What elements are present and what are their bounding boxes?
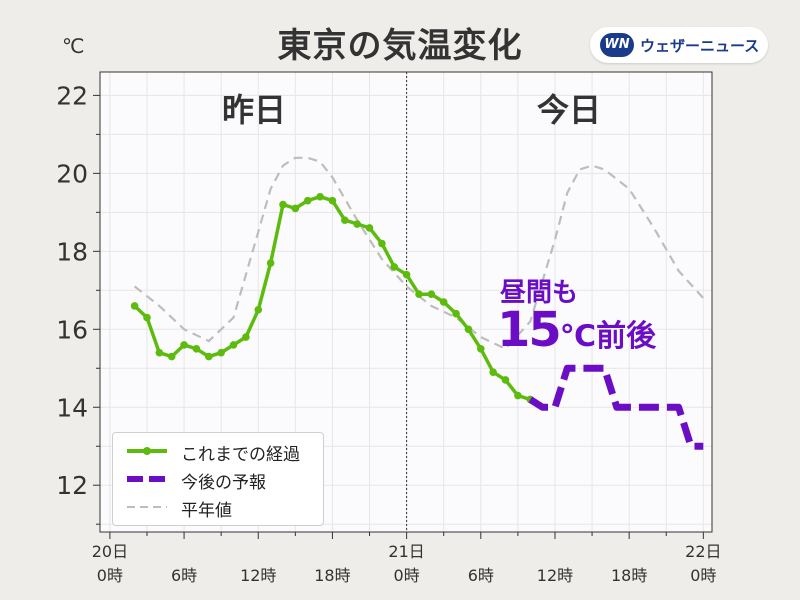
annotation-line2: 15℃前後 — [497, 302, 656, 358]
observed-point — [390, 263, 399, 271]
y-axis-unit: ℃ — [62, 34, 85, 58]
chart-title: 東京の気温変化 — [277, 26, 523, 66]
annotation-line1: 昼間も — [500, 278, 579, 308]
plot-frame — [99, 71, 713, 533]
series-line-dashed-thick — [528, 364, 704, 450]
observed-point — [180, 341, 188, 349]
observed-point — [378, 239, 386, 248]
y-tick-label: 16 — [56, 315, 88, 344]
x-tick-label-date: 22日 — [685, 542, 721, 561]
weathernews-logo: WN ウェザーニュース — [590, 27, 768, 63]
observed-point — [192, 344, 201, 353]
annotation-suffix: ℃前後 — [559, 319, 657, 354]
observed-point — [229, 341, 238, 349]
observed-point — [217, 348, 225, 357]
observed-point — [254, 305, 263, 314]
observed-point — [353, 220, 361, 228]
observed-point — [514, 391, 522, 400]
observed-point — [439, 298, 448, 306]
x-tick-label-hour: 18時 — [314, 566, 350, 585]
y-tick-label: 14 — [56, 393, 88, 422]
observed-point — [205, 352, 213, 361]
observed-point — [341, 216, 349, 224]
observed-point — [242, 333, 250, 341]
observed-point — [464, 325, 473, 334]
observed-point — [501, 376, 510, 384]
x-tick-label-hour: 6時 — [171, 566, 197, 585]
observed-point — [316, 192, 324, 201]
today-label: 今日 — [537, 91, 602, 129]
series-line-dashed-thin — [133, 156, 705, 351]
observed-point — [365, 224, 374, 232]
observed-point — [155, 348, 164, 357]
x-tick-label-date: 20日 — [92, 542, 128, 561]
observed-point — [477, 344, 485, 353]
legend-label-observed: これまでの経過 — [181, 445, 300, 465]
legend-swatch-normal — [127, 506, 167, 508]
observed-point — [303, 196, 312, 205]
annotation-value: 15 — [497, 302, 562, 358]
x-tick-label-hour: 0時 — [97, 566, 123, 585]
x-tick-label-date: 21日 — [388, 542, 424, 561]
x-tick-label-hour: 12時 — [240, 566, 276, 585]
yesterday-label: 昨日 — [222, 91, 287, 129]
x-tick-label-hour: 0時 — [690, 566, 716, 585]
legend-swatch-forecast — [127, 476, 167, 482]
weathernews-mark: WN — [600, 33, 634, 57]
observed-point — [266, 259, 275, 267]
y-tick-label: 20 — [56, 159, 88, 188]
observed-point — [427, 290, 436, 299]
weathernews-text: ウェザーニュース — [640, 37, 760, 55]
y-tick-label: 18 — [56, 237, 88, 266]
legend-swatch-observed — [127, 447, 167, 455]
observed-point — [489, 368, 497, 376]
observed-point — [130, 302, 139, 310]
observed-point — [452, 309, 460, 318]
observed-point — [415, 290, 423, 299]
x-tick-label-hour: 0時 — [394, 566, 420, 585]
legend-label-forecast: 今後の予報 — [181, 473, 266, 493]
observed-point — [143, 313, 151, 322]
legend-label-normal: 平年値 — [181, 501, 232, 521]
observed-point — [402, 270, 411, 279]
observed-point — [279, 200, 287, 209]
x-tick-label-hour: 6時 — [468, 566, 494, 585]
observed-point — [328, 196, 337, 205]
y-tick-label: 12 — [56, 471, 88, 500]
x-tick-label-hour: 18時 — [611, 566, 647, 585]
observed-point — [167, 352, 176, 361]
x-tick-label-hour: 12時 — [537, 566, 573, 585]
y-tick-label: 22 — [56, 81, 88, 110]
observed-point — [291, 204, 300, 213]
legend: これまでの経過 今後の予報 平年値 — [112, 432, 324, 526]
